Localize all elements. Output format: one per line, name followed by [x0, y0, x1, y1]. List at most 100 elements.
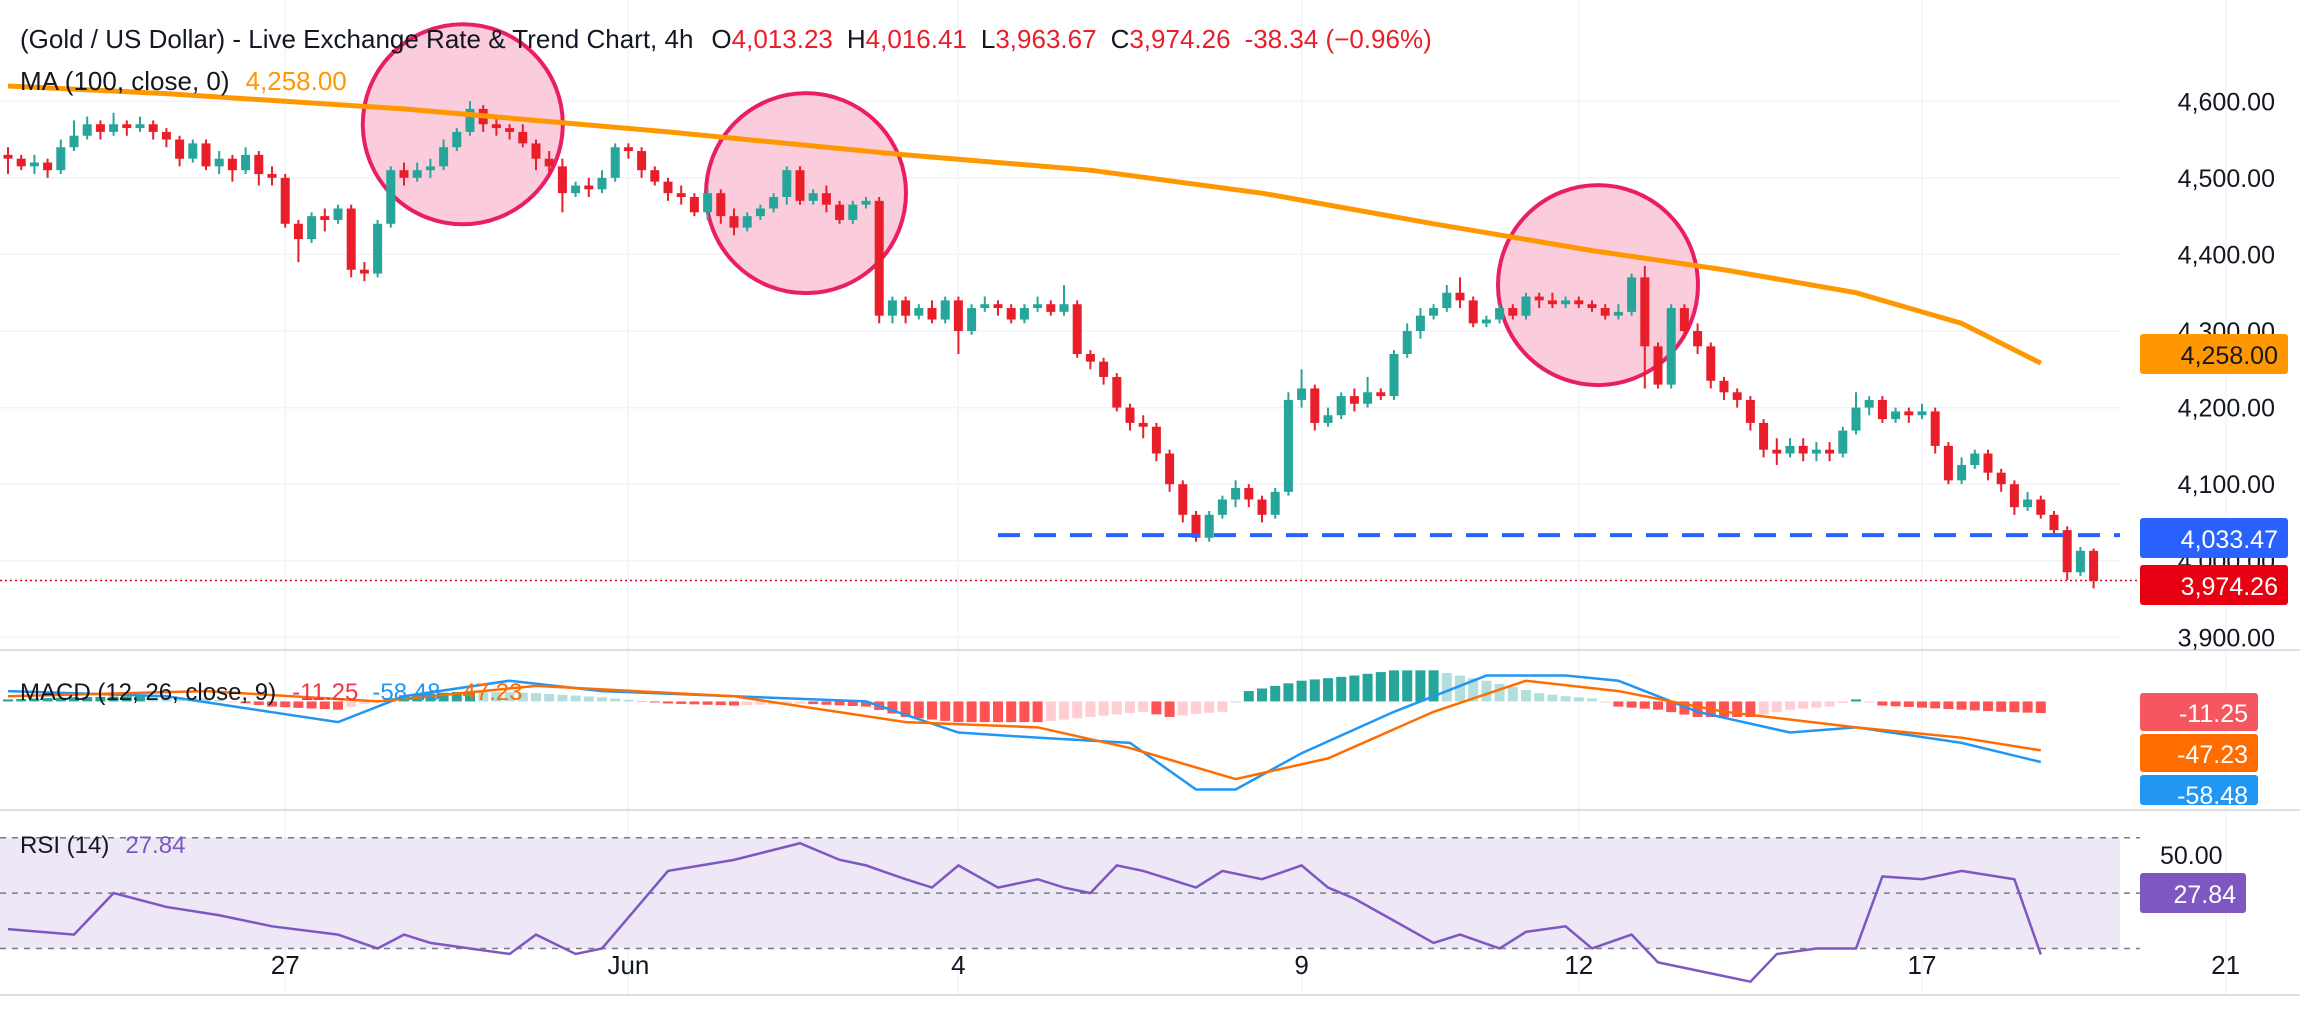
time-tick-label: 12 [1564, 950, 1593, 980]
time-tick-label: 4 [951, 950, 965, 980]
badge-macd-line: -58.48 [2140, 775, 2258, 810]
macd-hist-bar [940, 701, 951, 721]
macd-hist-bar [1560, 696, 1571, 702]
candle-body [1574, 300, 1584, 305]
macd-hist-bar [1996, 701, 2007, 712]
candle-body [901, 300, 911, 316]
macd-hist-bar [1732, 701, 1743, 717]
candle-body [980, 304, 990, 309]
candle-body [623, 147, 633, 152]
candle-body [1640, 277, 1650, 347]
candle-body [848, 204, 858, 220]
macd-hist-bar [1257, 688, 1267, 702]
macd-hist-bar [610, 698, 621, 702]
candle-body [1389, 353, 1399, 397]
candle-body [1191, 514, 1201, 538]
macd-hist-bar [1455, 675, 1465, 702]
candle-body [1297, 388, 1307, 400]
candle-body [782, 170, 792, 197]
candle-body [2049, 514, 2059, 531]
candle-body [1415, 315, 1425, 332]
candle-body [491, 124, 501, 129]
macd-hist-bar [1204, 701, 1215, 713]
candle-body [769, 196, 779, 209]
candle-body [1072, 304, 1082, 354]
candle-body [2023, 499, 2033, 508]
candle-body [465, 108, 475, 132]
candle-body [1706, 346, 1716, 381]
open-value: 4,013.23 [732, 24, 833, 54]
macd-hist-bar [1402, 670, 1413, 702]
candle-body [254, 154, 264, 175]
macd-hist-bar [583, 696, 594, 702]
macd-hist-bar [715, 701, 726, 706]
macd-hist-bar [29, 698, 40, 702]
candle-body [1046, 304, 1056, 312]
candle-body [1495, 308, 1505, 320]
macd-hist-bar [42, 698, 53, 702]
macd-hist-bar [121, 696, 132, 702]
candle-body [1085, 353, 1095, 362]
candle-body [1468, 300, 1478, 324]
macd-hist-bar [1837, 701, 1848, 703]
macd-hist-bar [333, 701, 343, 710]
candle-body [1785, 445, 1795, 454]
macd-hist-bar [1270, 685, 1281, 702]
macd-legend-signal: -47.23 [454, 679, 522, 706]
candle-body [808, 193, 818, 201]
candle-body [1587, 304, 1597, 309]
candle-body [967, 308, 977, 332]
candle-body [241, 154, 251, 171]
macd-hist-bar [1177, 701, 1188, 716]
candle-body [1059, 304, 1069, 312]
macd-hist-bar [1758, 701, 1769, 715]
svg-text:-47.23: -47.23 [2177, 741, 2248, 769]
candle-body [1732, 392, 1742, 400]
candle-body [927, 308, 937, 320]
candle-body [82, 124, 92, 136]
high-value: 4,016.41 [866, 24, 967, 54]
macd-hist-bar [1692, 701, 1703, 717]
candle-body [1627, 277, 1637, 312]
macd-hist-bar [95, 696, 106, 702]
price-tick-label: 4,200.00 [2178, 395, 2275, 423]
macd-hist-bar [821, 701, 832, 705]
svg-text:-58.48: -58.48 [2177, 782, 2248, 810]
macd-hist-bar [570, 695, 581, 702]
candle-body [716, 193, 726, 217]
macd-hist-bar [1059, 701, 1069, 720]
macd-hist-bar [1877, 701, 1888, 706]
macd-hist-bar [663, 701, 673, 704]
macd-hist-bar [1072, 701, 1083, 719]
macd-hist-bar [1507, 686, 1518, 702]
chart-header: (Gold / US Dollar) - Live Exchange Rate … [20, 24, 1432, 54]
candle-body [16, 158, 26, 167]
rsi-legend-label: RSI (14) [20, 832, 109, 859]
macd-hist-bar [1151, 701, 1162, 715]
macd-hist-bar [1336, 676, 1347, 702]
macd-hist-bar [240, 701, 251, 704]
candle-body [637, 151, 647, 171]
macd-hist-bar [280, 701, 291, 708]
candle-body [953, 300, 963, 332]
rsi-levels [0, 836, 2140, 950]
candle-body [1864, 399, 1874, 408]
macd-legend-macd: -58.48 [372, 679, 440, 706]
candle-body [1693, 331, 1703, 347]
macd-hist-bar [636, 701, 647, 703]
macd-hist-bar [1230, 701, 1241, 703]
svg-text:27.84: 27.84 [2173, 881, 2236, 909]
candle-body [689, 196, 699, 213]
macd-hist-bar [359, 701, 370, 704]
badge-macd-signal: -47.23 [2140, 734, 2258, 772]
macd-hist-bar [517, 692, 528, 702]
macd-hist-bar [1587, 698, 1597, 702]
candle-body [821, 193, 831, 205]
macd-hist-bar [1481, 680, 1492, 702]
macd-hist-bar [69, 697, 79, 702]
candle-body [2009, 484, 2019, 508]
price-tick-label: 4,100.00 [2178, 471, 2275, 499]
candle-body [359, 269, 369, 274]
candle-body [597, 177, 607, 190]
